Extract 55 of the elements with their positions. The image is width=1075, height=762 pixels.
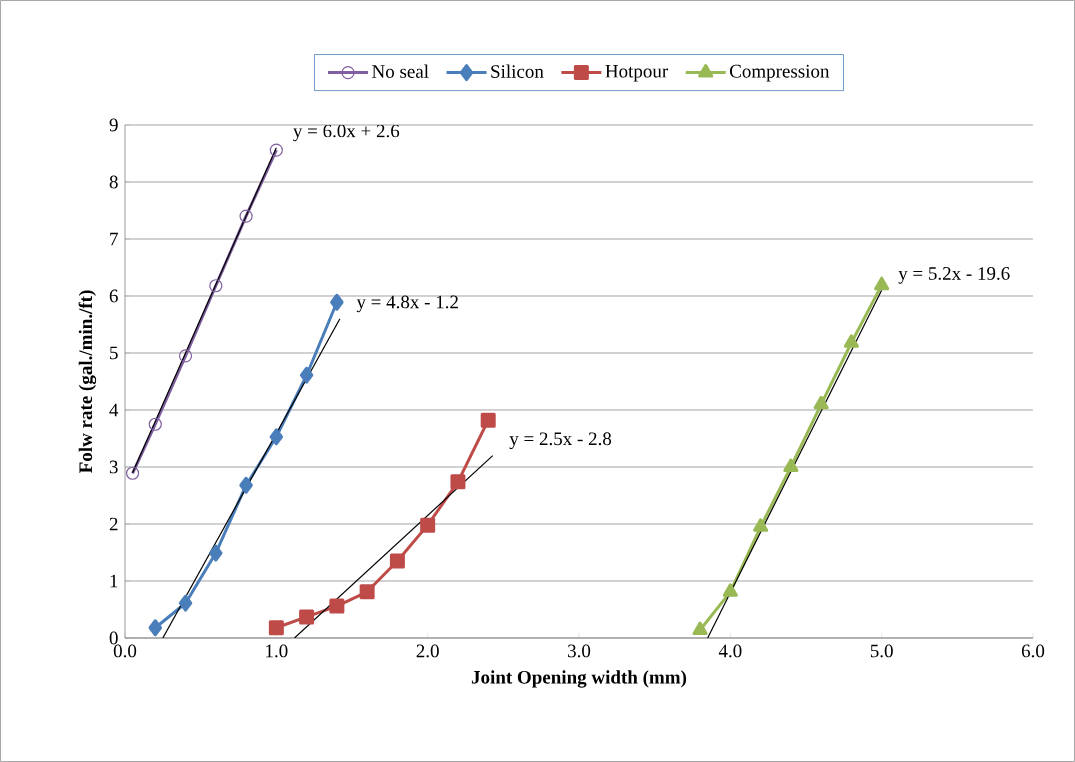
x-tick-label: 5.0 [870,644,893,658]
y-tick-label: 0 [109,631,118,645]
legend-label: Compression [729,64,830,82]
legend-label: Hotpour [605,64,669,82]
point [480,412,496,428]
point [330,293,344,311]
y-tick-label: 7 [110,232,118,246]
y-axis-title: Folw rate (gal./min./ft) [78,290,97,473]
x-tick-label: 0.0 [113,644,137,658]
y-tick-label: 4 [109,403,119,417]
point [269,428,284,446]
point [389,553,405,569]
point [753,518,769,532]
point [722,583,738,597]
y-tick-label: 3 [109,460,118,474]
point [783,458,799,472]
legend-label: Silicon [491,64,544,78]
y-tick-label: 8 [109,175,118,189]
point [299,366,314,384]
point [874,276,890,291]
point [843,334,859,348]
point [329,598,345,614]
legend-label: No seal [372,64,429,78]
point [692,621,708,635]
x-tick-label: 4.0 [718,644,742,658]
y-tick-label: 9 [109,118,118,132]
point [148,417,162,431]
point [420,517,436,533]
point [239,476,253,494]
y-tick-label: 1 [110,574,118,588]
point [178,594,193,612]
x-axis-title: Joint Opening width (mm) [471,670,687,688]
annotation: y = 2.5x - 2.8 [509,432,612,450]
point [178,349,193,363]
x-tick-label: 6.0 [1021,644,1045,658]
point [268,620,284,636]
point [209,279,223,293]
point [209,544,223,562]
point [239,209,253,223]
point [450,474,466,490]
annotation: y = 5.2x - 19.6 [898,267,1010,284]
point [359,584,375,600]
annotation: y = 6.0x + 2.6 [293,124,400,142]
annotation: y = 4.8x - 1.2 [356,295,458,313]
x-tick-label: 1.0 [266,644,288,658]
point [125,466,140,480]
point [148,619,163,637]
y-tick-label: 6 [109,289,118,303]
x-tick-label: 2.0 [416,644,439,658]
point [299,609,315,625]
point [813,395,829,410]
y-tick-label: 5 [110,346,118,360]
x-tick-label: 3.0 [568,644,591,658]
y-tick-label: 2 [109,517,118,531]
point [269,143,283,157]
